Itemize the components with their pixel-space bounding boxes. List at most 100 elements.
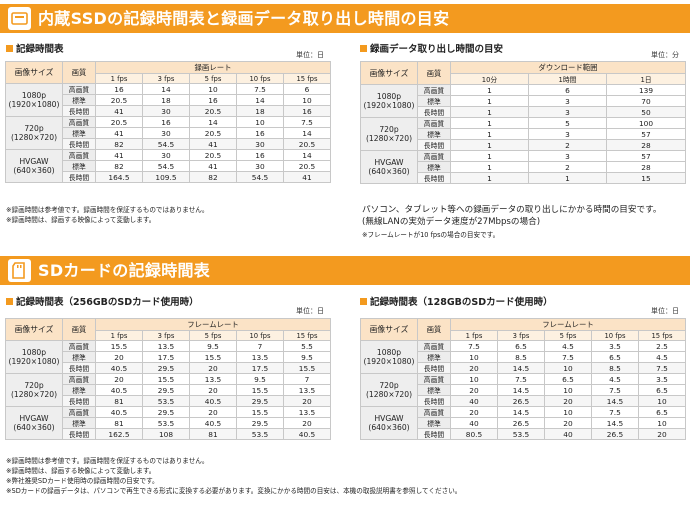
header-group: 録画レート xyxy=(95,61,331,74)
value-cell: 5 xyxy=(528,117,607,129)
size-name: 720p xyxy=(24,123,44,133)
table-row: 1080p (1920×1080) 高画質 7.5 6.5 4.5 3.5 2.5 xyxy=(360,340,687,374)
header-size: 画像サイズ xyxy=(360,61,418,85)
value-cell: 28 xyxy=(606,161,686,173)
value-cell: 9.5 xyxy=(236,373,284,385)
value-cell: 5.5 xyxy=(282,340,332,352)
size-cell: HVGAW (640×360) xyxy=(5,149,63,183)
value-cell: 30 xyxy=(142,149,190,161)
column-header: 15 fps xyxy=(637,330,687,341)
quality-cell: 標準 xyxy=(417,95,451,107)
value-cell: 81 xyxy=(95,395,143,407)
value-cell: 18 xyxy=(142,94,190,106)
table-row: 標準 82 54.5 41 30 20.5 xyxy=(6,160,331,172)
column-header: 1時間 xyxy=(528,73,607,85)
value-cell: 1 xyxy=(450,84,529,96)
column-header: 10分 xyxy=(450,73,529,85)
value-cell: 162.5 xyxy=(95,428,143,440)
column-header: 15 fps xyxy=(282,330,332,341)
value-cell: 15.5 xyxy=(189,351,237,363)
quality-cell: 標準 xyxy=(62,94,96,106)
value-cell: 17.5 xyxy=(236,362,284,374)
value-cell: 20 xyxy=(189,406,237,418)
value-cell: 20.5 xyxy=(189,105,237,117)
header-group: フレームレート xyxy=(94,318,332,331)
value-cell: 100 xyxy=(606,117,686,129)
value-cell: 16 xyxy=(189,94,237,106)
value-cell: 10 xyxy=(544,406,592,418)
value-cell: 30 xyxy=(142,127,190,139)
table-row: 長時間 40.5 29.5 20 17.5 15.5 xyxy=(6,362,332,374)
value-cell: 14.5 xyxy=(591,417,639,429)
value-cell: 20 xyxy=(95,351,143,363)
value-cell: 14.5 xyxy=(497,384,545,396)
header-quality: 画質 xyxy=(417,318,451,341)
value-cell: 20 xyxy=(282,395,332,407)
value-cell: 7.5 xyxy=(544,351,592,363)
table-row: 標準 40.5 29.5 20 15.5 13.5 xyxy=(6,384,332,396)
value-cell: 20.5 xyxy=(95,94,143,106)
value-cell: 20 xyxy=(95,373,143,385)
value-cell: 7 xyxy=(282,373,332,385)
table-row: 標準 40 26.5 20 14.5 10 xyxy=(361,417,687,429)
value-cell: 3.5 xyxy=(637,373,687,385)
value-cell: 54.5 xyxy=(236,171,284,183)
recording-time-table-sd-128gb: 画像サイズ 画質 フレームレート 1 fps 3 fps 5 fps 10 fps 15 fp… xyxy=(360,318,687,440)
value-cell: 40.5 xyxy=(189,395,237,407)
value-cell: 7.5 xyxy=(591,406,639,418)
value-cell: 6.5 xyxy=(497,340,545,352)
value-cell: 82 xyxy=(189,171,237,183)
value-cell: 26.5 xyxy=(591,428,639,440)
value-cell: 81 xyxy=(95,417,143,429)
size-resolution: (1920×1080) xyxy=(8,357,60,366)
size-name: 720p xyxy=(24,380,44,390)
quality-cell: 高画質 xyxy=(417,373,451,385)
column-header: 5 fps xyxy=(189,330,237,341)
value-cell: 1 xyxy=(528,172,607,184)
value-cell: 20.5 xyxy=(283,138,331,150)
table-row: 720p (1280×720) 高画質 10 7.5 6.5 4.5 3.5 xyxy=(360,373,687,407)
note: ※弊社推奨SDカード使用時の録画時間の目安です。 xyxy=(6,477,159,485)
quality-cell: 標準 xyxy=(417,417,451,429)
value-cell: 6.5 xyxy=(544,373,592,385)
value-cell: 6.5 xyxy=(637,384,687,396)
value-cell: 13.5 xyxy=(189,373,237,385)
column-header: 3 fps xyxy=(142,330,190,341)
quality-cell: 高画質 xyxy=(417,117,451,129)
value-cell: 20 xyxy=(282,417,332,429)
value-cell: 20 xyxy=(637,428,687,440)
value-cell: 7.5 xyxy=(283,116,331,128)
quality-cell: 標準 xyxy=(417,161,451,173)
header-group: フレームレート xyxy=(449,318,687,331)
size-name: 1080p xyxy=(21,90,47,100)
value-cell: 26.5 xyxy=(497,395,545,407)
value-cell: 2 xyxy=(528,161,607,173)
table-row: HVGAW (640×360) 高画質 41 30 20.5 16 14 xyxy=(5,149,331,183)
banner-sd: SDカードの記録時間表 xyxy=(0,256,690,285)
header-size: 画像サイズ xyxy=(5,318,63,341)
header-size: 画像サイズ xyxy=(5,61,63,84)
value-cell: 18 xyxy=(236,105,284,117)
quality-cell: 長時間 xyxy=(417,428,451,440)
column-header: 1 fps xyxy=(95,330,143,341)
value-cell: 14 xyxy=(283,149,331,161)
column-header: 3 fps xyxy=(497,330,545,341)
value-cell: 80.5 xyxy=(450,428,498,440)
size-cell: 1080p (1920×1080) xyxy=(5,340,63,374)
quality-cell: 長時間 xyxy=(417,362,451,374)
value-cell: 13.5 xyxy=(236,351,284,363)
value-cell: 2 xyxy=(528,139,607,151)
unit-label: 単位：日 xyxy=(296,51,324,59)
size-name: HVGAW xyxy=(374,413,404,423)
value-cell: 40 xyxy=(450,417,498,429)
column-header: 5 fps xyxy=(189,73,237,84)
quality-cell: 高画質 xyxy=(417,340,451,352)
header-size: 画像サイズ xyxy=(360,318,418,341)
size-cell: 1080p (1920×1080) xyxy=(5,83,63,117)
value-cell: 70 xyxy=(606,95,686,107)
value-cell: 1 xyxy=(450,150,529,162)
quality-cell: 長時間 xyxy=(62,171,96,183)
size-cell: HVGAW (640×360) xyxy=(360,406,418,440)
ssd-icon xyxy=(8,7,31,30)
value-cell: 14 xyxy=(236,94,284,106)
